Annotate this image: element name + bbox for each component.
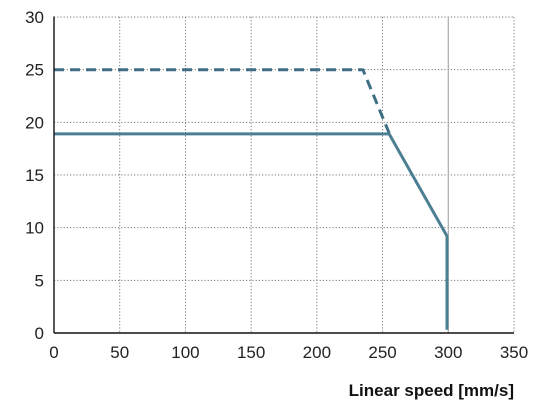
x-tick-label-50: 50 bbox=[110, 343, 129, 362]
y-tick-labels: 0 5 10 15 20 25 30 bbox=[25, 8, 44, 343]
series-lines bbox=[54, 68, 449, 330]
x-tick-label-200: 200 bbox=[303, 343, 331, 362]
x-tick-label-0: 0 bbox=[49, 343, 58, 362]
y-tick-label-5: 5 bbox=[35, 271, 44, 290]
x-tick-label-300: 300 bbox=[434, 343, 462, 362]
x-axis-label: Linear speed [mm/s] bbox=[349, 381, 514, 400]
y-tick-label-10: 10 bbox=[25, 219, 44, 238]
x-tick-label-350: 350 bbox=[500, 343, 528, 362]
x-tick-label-150: 150 bbox=[237, 343, 265, 362]
y-tick-label-25: 25 bbox=[25, 61, 44, 80]
x-tick-labels: 0 50 100 150 200 250 300 350 bbox=[49, 343, 528, 362]
axes bbox=[53, 16, 514, 334]
series-line-dashed bbox=[54, 68, 391, 134]
x-tick-label-250: 250 bbox=[368, 343, 396, 362]
y-tick-label-0: 0 bbox=[35, 324, 44, 343]
grid-lines bbox=[53, 16, 515, 334]
series-line-solid bbox=[54, 132, 449, 330]
y-tick-label-15: 15 bbox=[25, 166, 44, 185]
y-tick-label-30: 30 bbox=[25, 8, 44, 27]
y-tick-label-20: 20 bbox=[25, 113, 44, 132]
x-tick-label-100: 100 bbox=[171, 343, 199, 362]
